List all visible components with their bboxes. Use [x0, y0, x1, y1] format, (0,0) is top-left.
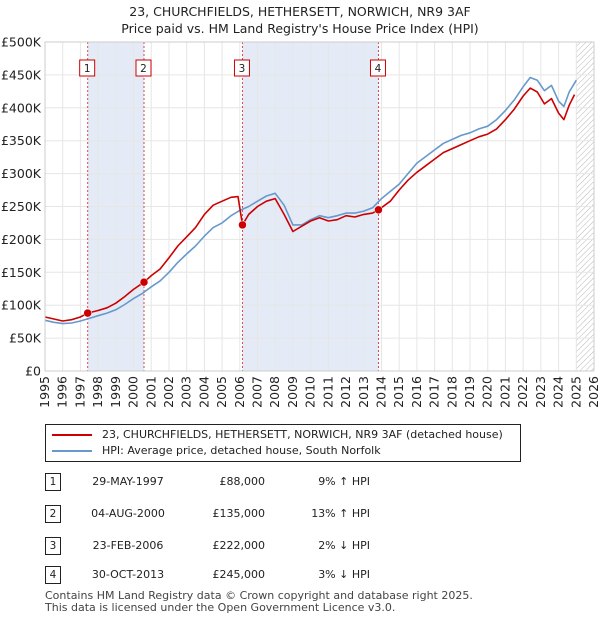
sale-number-box [369, 59, 386, 77]
footer-copyright: Contains HM Land Registry data © Crown c… [45, 589, 473, 602]
legend-swatch-hpi [52, 450, 92, 452]
table-row: 1 29-MAY-1997 £88,000 9% ↑ HPI [45, 471, 545, 493]
x-tick-label: 2005 [214, 376, 229, 408]
transaction-hpi: 2% ↓ HPI [318, 539, 370, 552]
transaction-price: £88,000 [219, 475, 266, 488]
property-price-line [44, 87, 576, 322]
x-tick-label: 2012 [338, 376, 353, 408]
x-tick-label: 2023 [533, 376, 548, 408]
x-tick-label: 2010 [303, 376, 318, 408]
x-tick-label: 1999 [108, 376, 123, 408]
sale-point [83, 308, 92, 318]
transaction-price: £245,000 [212, 568, 266, 581]
y-tick-label: £150K [1, 265, 42, 280]
x-tick-label: 2009 [285, 376, 300, 408]
y-tick-label: £250K [1, 199, 42, 214]
x-tick-label: 1997 [72, 376, 87, 408]
x-tick-label: 2022 [515, 376, 530, 408]
transaction-date: 04-AUG-2000 [91, 507, 165, 520]
transaction-number: 3 [45, 537, 61, 555]
sale-point [238, 220, 247, 230]
transaction-price: £135,000 [212, 507, 266, 520]
x-tick-label: 2021 [497, 376, 512, 408]
footer-licence: This data is licensed under the Open Gov… [45, 601, 396, 614]
transaction-price: £222,000 [212, 539, 266, 552]
transaction-hpi: 9% ↑ HPI [318, 475, 370, 488]
y-tick-label: £200K [1, 232, 42, 247]
chart-title: 23, CHURCHFIELDS, HETHERSETT, NORWICH, N… [129, 4, 471, 19]
sale-number-label: 1 [84, 63, 91, 75]
legend: 23, CHURCHFIELDS, HETHERSETT, NORWICH, N… [45, 424, 521, 462]
x-tick-label: 1998 [90, 376, 105, 408]
y-tick-label: £50K [9, 331, 42, 346]
x-tick-label: 2018 [444, 376, 459, 408]
sale-number-label: 3 [239, 63, 246, 75]
x-tick-label: 1995 [37, 376, 52, 408]
x-tick-label: 2007 [250, 376, 265, 408]
transaction-date: 23-FEB-2006 [92, 539, 164, 552]
x-tick-label: 2024 [551, 376, 566, 408]
transaction-number: 4 [45, 566, 61, 584]
table-row: 2 04-AUG-2000 £135,000 13% ↑ HPI [45, 503, 545, 525]
transaction-number: 1 [45, 473, 61, 491]
transaction-hpi: 3% ↓ HPI [318, 568, 370, 581]
x-tick-label: 2000 [126, 376, 141, 408]
x-tick-label: 2011 [320, 376, 335, 408]
sale-number-box [79, 59, 96, 77]
x-tick-label: 2014 [373, 376, 388, 408]
y-tick-label: £300K [1, 166, 42, 181]
x-tick-label: 2004 [196, 376, 211, 408]
legend-item-hpi: HPI: Average price, detached house, Sout… [52, 443, 381, 459]
sale-point [374, 205, 383, 215]
table-row: 3 23-FEB-2006 £222,000 2% ↓ HPI [45, 535, 545, 557]
y-tick-label: £400K [1, 100, 42, 115]
sale-number-box [135, 59, 152, 77]
sale-number-box [233, 59, 250, 77]
y-tick-label: £450K [1, 67, 42, 82]
x-tick-label: 2025 [568, 376, 583, 408]
chart-subtitle: Price paid vs. HM Land Registry's House … [121, 21, 479, 36]
sale-number-label: 2 [140, 63, 147, 75]
x-tick-label: 1996 [55, 376, 70, 408]
x-tick-label: 2006 [232, 376, 247, 408]
x-tick-label: 2013 [356, 376, 371, 408]
x-tick-label: 2001 [143, 376, 158, 408]
x-tick-label: 2015 [391, 376, 406, 408]
x-tick-label: 2003 [179, 376, 194, 408]
transaction-date: 29-MAY-1997 [92, 475, 164, 488]
y-tick-label: £100K [1, 298, 42, 313]
price-chart: 1 2 3 4 £0 £50K £100K £150K £200K £250K £300K £350K… [1, 35, 600, 408]
legend-swatch-property [52, 434, 92, 436]
x-tick-label: 2008 [267, 376, 282, 408]
sale-point [139, 277, 149, 287]
legend-label-property: 23, CHURCHFIELDS, HETHERSETT, NORWICH, N… [102, 428, 503, 441]
sale-number-label: 4 [375, 63, 382, 75]
hpi-line [44, 76, 577, 325]
x-tick-label: 2019 [462, 376, 477, 408]
x-tick-label: 2017 [427, 376, 442, 408]
transaction-number: 2 [45, 505, 61, 523]
x-tick-label: 2016 [409, 376, 424, 408]
transaction-hpi: 13% ↑ HPI [311, 507, 370, 520]
x-tick-label: 2026 [586, 376, 600, 408]
transaction-date: 30-OCT-2013 [91, 568, 165, 581]
y-tick-label: £0 [25, 364, 41, 379]
x-tick-label: 2002 [161, 376, 176, 408]
plot-border [44, 41, 595, 372]
y-tick-label: £350K [1, 133, 42, 148]
table-row: 4 30-OCT-2013 £245,000 3% ↓ HPI [45, 564, 545, 586]
legend-item-property: 23, CHURCHFIELDS, HETHERSETT, NORWICH, N… [52, 427, 503, 443]
legend-label-hpi: HPI: Average price, detached house, Sout… [102, 444, 381, 457]
y-tick-label: £500K [1, 35, 42, 50]
x-tick-label: 2020 [480, 376, 495, 408]
